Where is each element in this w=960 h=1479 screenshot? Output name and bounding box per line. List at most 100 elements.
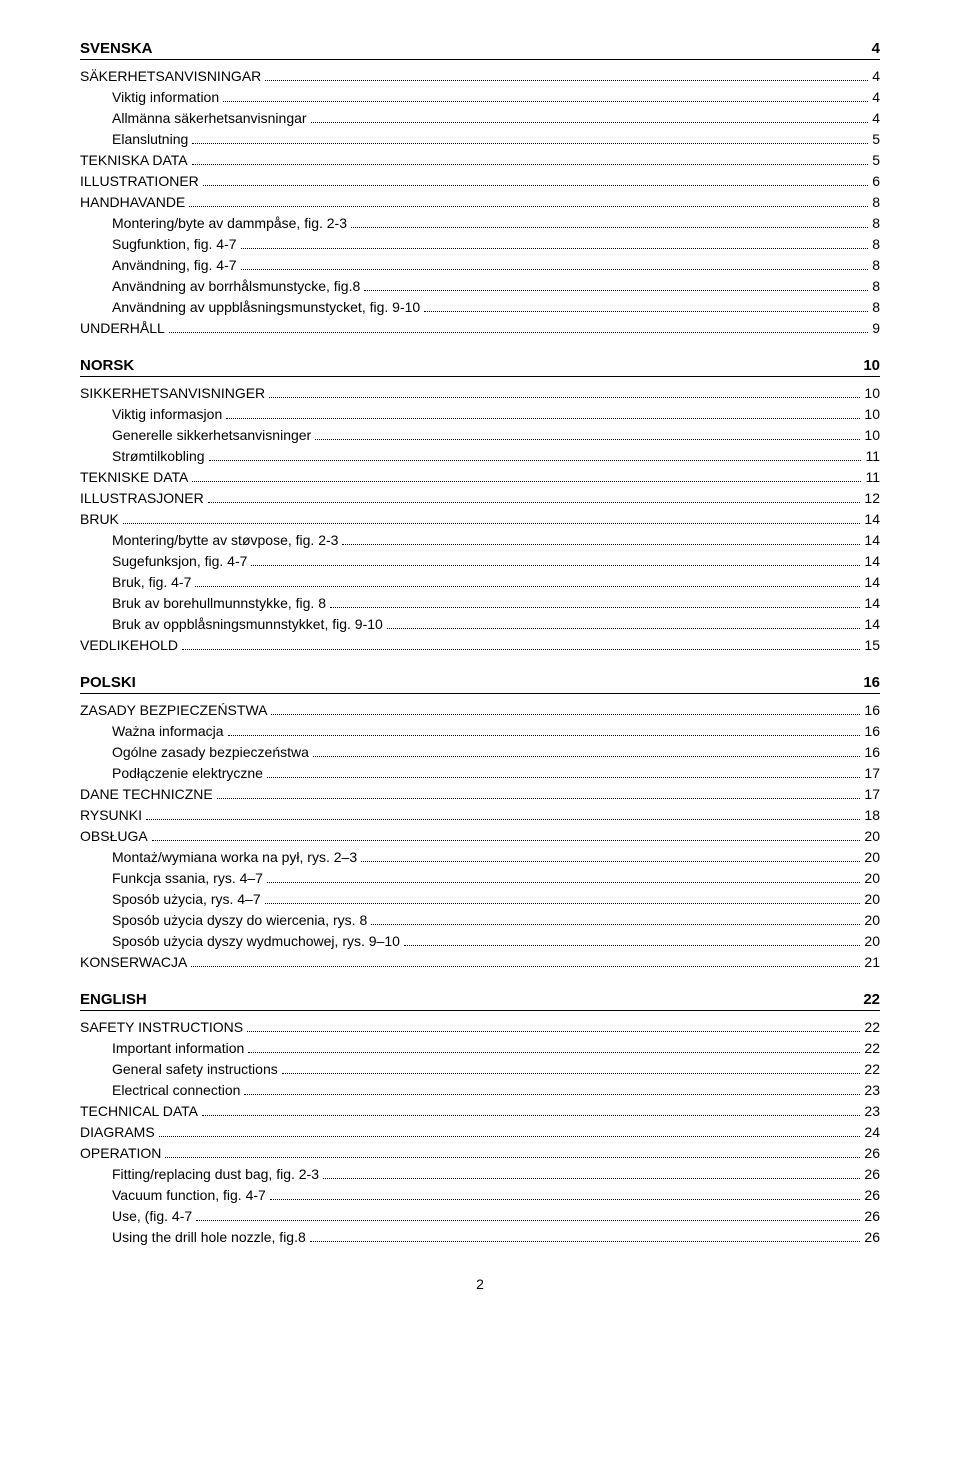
toc-entry-page: 14 [864, 509, 880, 530]
toc-entry: Ogólne zasady bezpieczeństwa16 [80, 742, 880, 763]
toc-entry-label: KONSERWACJA [80, 952, 187, 973]
toc-entry: Electrical connection 23 [80, 1080, 880, 1101]
toc-entry: Vacuum function, fig. 4-726 [80, 1185, 880, 1206]
toc-entry-page: 10 [864, 404, 880, 425]
toc-entry: TEKNISKA DATA5 [80, 150, 880, 171]
toc-entry-page: 20 [864, 826, 880, 847]
toc-leader-dots [209, 451, 862, 461]
toc-entry-label: Elanslutning [112, 129, 188, 150]
toc-entry-label: TEKNISKA DATA [80, 150, 188, 171]
toc-entry: Användning av borrhålsmunstycke, fig.8 8 [80, 276, 880, 297]
toc-entry-label: Ogólne zasady bezpieczeństwa [112, 742, 309, 763]
toc-entry-page: 10 [864, 383, 880, 404]
toc-entry-label: Användning, fig. 4-7 [112, 255, 237, 276]
toc-entry: Bruk av borehullmunnstykke, fig. 814 [80, 593, 880, 614]
toc-entry-page: 14 [864, 551, 880, 572]
toc-section-page: 10 [863, 357, 880, 374]
toc-entry-label: Strømtilkobling [112, 446, 205, 467]
toc-leader-dots [196, 1211, 860, 1221]
toc-entry-label: Viktig information [112, 87, 219, 108]
toc-entry-label: Användning av borrhålsmunstycke, fig.8 [112, 276, 360, 297]
toc-leader-dots [387, 619, 861, 629]
toc-leader-dots [310, 1232, 861, 1242]
toc-leader-dots [152, 831, 861, 841]
toc-entry-page: 18 [864, 805, 880, 826]
toc-entry-label: TECHNICAL DATA [80, 1101, 198, 1122]
toc-leader-dots [241, 239, 869, 249]
toc-leader-dots [226, 409, 860, 419]
toc-leader-dots [315, 430, 860, 440]
toc-entry: Montering/byte av dammpåse, fig. 2-38 [80, 213, 880, 234]
toc-entry: Bruk av oppblåsningsmunnstykket, fig. 9-… [80, 614, 880, 635]
toc-leader-dots [223, 92, 868, 102]
toc-entry: ILLUSTRATIONER6 [80, 171, 880, 192]
toc-section-label: NORSK [80, 357, 134, 374]
toc-entry-label: Sugefunksjon, fig. 4-7 [112, 551, 247, 572]
toc-entry-label: SÄKERHETSANVISNINGAR [80, 66, 261, 87]
toc-entry-label: SIKKERHETSANVISNINGER [80, 383, 265, 404]
toc-section-header: ENGLISH22 [80, 991, 880, 1011]
toc-entry: Use, (fig. 4-7 26 [80, 1206, 880, 1227]
toc-entry-page: 11 [865, 467, 880, 488]
toc-entry: Ważna informacja16 [80, 721, 880, 742]
toc-entry: Användning, fig. 4-78 [80, 255, 880, 276]
toc-entry-label: Sposób użycia, rys. 4–7 [112, 889, 261, 910]
toc-entry-label: UNDERHÅLL [80, 318, 165, 339]
toc-entry-page: 20 [864, 931, 880, 952]
toc-leader-dots [189, 197, 868, 207]
toc-entry-page: 8 [872, 276, 880, 297]
toc-entry-label: Bruk av oppblåsningsmunnstykket, fig. 9-… [112, 614, 383, 635]
toc-leader-dots [267, 873, 860, 883]
toc-entry-page: 20 [864, 847, 880, 868]
toc-entry: Sugefunksjon, fig. 4-7 14 [80, 551, 880, 572]
toc-entry-label: Sugfunktion, fig. 4-7 [112, 234, 237, 255]
page-number: 2 [80, 1276, 880, 1292]
toc-leader-dots [192, 155, 869, 165]
toc-entry: Fitting/replacing dust bag, fig. 2-326 [80, 1164, 880, 1185]
toc-entry-label: Sposób użycia dyszy do wiercenia, rys. 8 [112, 910, 367, 931]
toc-leader-dots [267, 768, 860, 778]
toc-entry: SAFETY INSTRUCTIONS22 [80, 1017, 880, 1038]
toc-entry-label: Montering/bytte av støvpose, fig. 2-3 [112, 530, 338, 551]
toc-entry-page: 14 [864, 614, 880, 635]
toc-entry-label: OPERATION [80, 1143, 161, 1164]
toc-entry-label: RYSUNKI [80, 805, 142, 826]
toc-entry-page: 22 [864, 1017, 880, 1038]
toc-entry: HANDHAVANDE8 [80, 192, 880, 213]
toc-entry-page: 14 [864, 530, 880, 551]
toc-entry: DANE TECHNICZNE17 [80, 784, 880, 805]
toc-leader-dots [165, 1148, 860, 1158]
toc-leader-dots [351, 218, 868, 228]
toc-entry-label: Electrical connection [112, 1080, 240, 1101]
toc-leader-dots [159, 1127, 861, 1137]
toc-entry-page: 26 [864, 1164, 880, 1185]
toc-entry: Montaż/wymiana worka na pył, rys. 2–3 20 [80, 847, 880, 868]
toc-leader-dots [203, 176, 868, 186]
toc-entry: UNDERHÅLL9 [80, 318, 880, 339]
toc-entry-page: 10 [864, 425, 880, 446]
toc-entry-label: Allmänna säkerhetsanvisningar [112, 108, 307, 129]
toc-leader-dots [330, 598, 860, 608]
toc-entry-page: 23 [864, 1080, 880, 1101]
toc-leader-dots [146, 810, 860, 820]
toc-leader-dots [361, 852, 860, 862]
toc-entry-page: 26 [864, 1206, 880, 1227]
toc-leader-dots [195, 577, 860, 587]
toc-entry-label: DIAGRAMS [80, 1122, 155, 1143]
toc-leader-dots [123, 514, 861, 524]
toc-entry: KONSERWACJA21 [80, 952, 880, 973]
toc-leader-dots [208, 493, 861, 503]
toc-entry-label: Podłączenie elektryczne [112, 763, 263, 784]
toc-entry-page: 23 [864, 1101, 880, 1122]
toc-leader-dots [313, 747, 861, 757]
toc-entry-label: Montaż/wymiana worka na pył, rys. 2–3 [112, 847, 357, 868]
toc-entry: Podłączenie elektryczne17 [80, 763, 880, 784]
toc-entry-label: Sposób użycia dyszy wydmuchowej, rys. 9–… [112, 931, 400, 952]
toc-leader-dots [182, 640, 860, 650]
toc-entry-label: Use, (fig. 4-7 [112, 1206, 192, 1227]
toc-entry: Strømtilkobling11 [80, 446, 880, 467]
toc-entry-page: 20 [864, 868, 880, 889]
toc-leader-dots [169, 323, 868, 333]
toc-entry: Allmänna säkerhetsanvisningar4 [80, 108, 880, 129]
toc-leader-dots [364, 281, 868, 291]
